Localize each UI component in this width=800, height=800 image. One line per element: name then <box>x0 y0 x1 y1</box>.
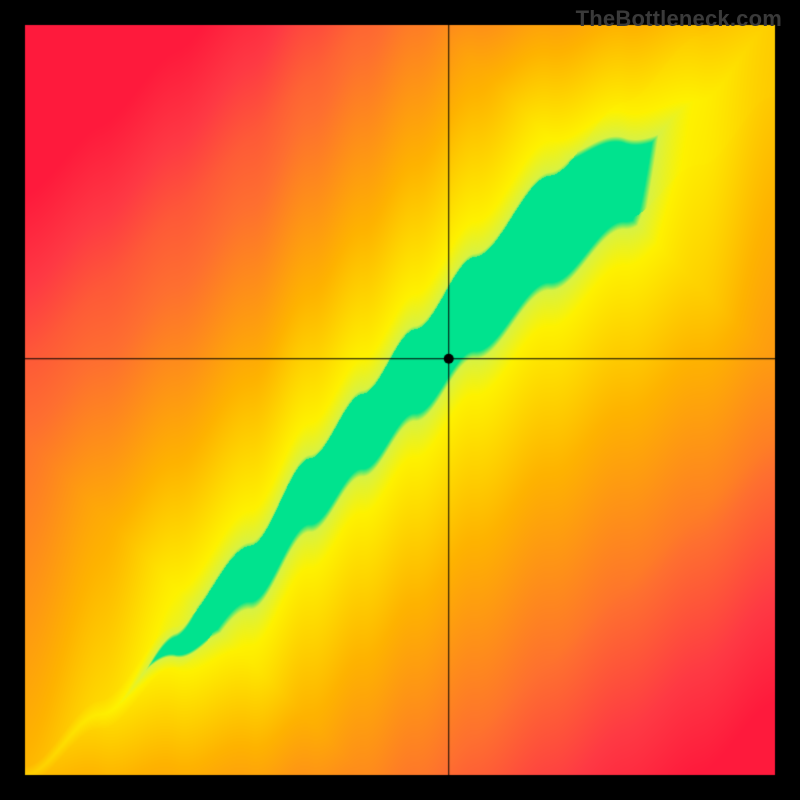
chart-container: TheBottleneck.com <box>0 0 800 800</box>
watermark-text: TheBottleneck.com <box>576 6 782 32</box>
heatmap-canvas <box>0 0 800 800</box>
